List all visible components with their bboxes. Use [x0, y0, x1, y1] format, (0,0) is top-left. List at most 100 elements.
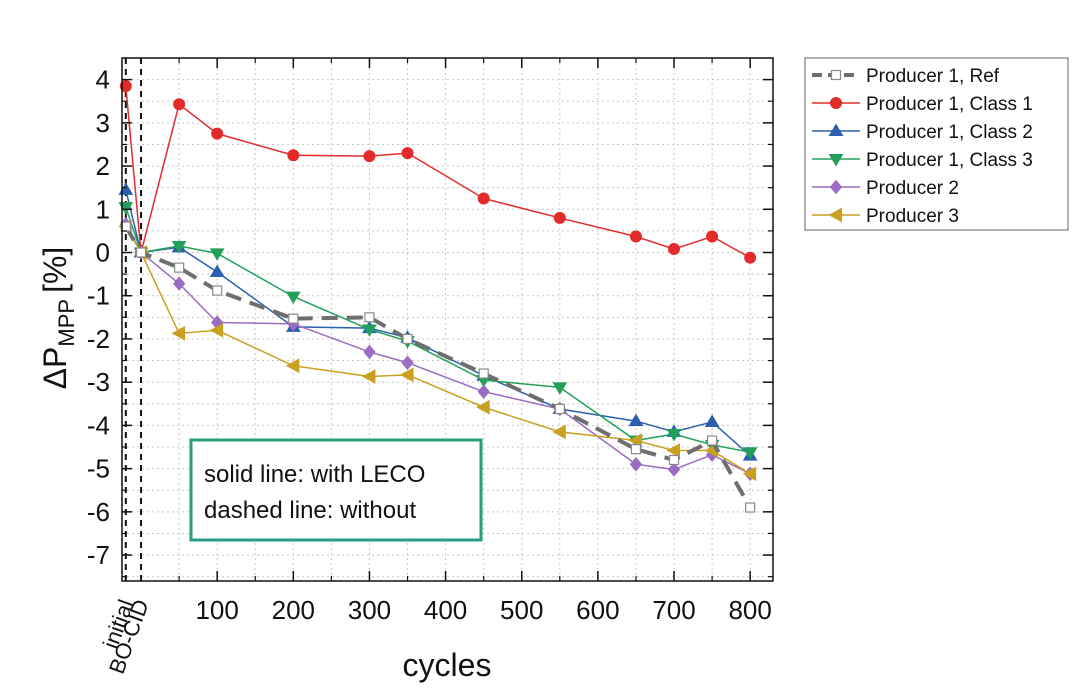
reference-lines: [124, 58, 143, 581]
data-point-producer-3: [552, 424, 566, 440]
data-point-producer-1-ref: [745, 502, 756, 513]
data-point-producer-1-class-1: [477, 192, 490, 205]
x-tick-label: 400: [424, 595, 467, 625]
data-point-producer-3: [476, 399, 490, 415]
legend-item-producer-1-class-3: Producer 1, Class 3: [812, 150, 1033, 171]
data-point-producer-3: [285, 358, 300, 374]
data-point-producer-3: [399, 367, 414, 383]
y-tick-label: 0: [96, 238, 110, 268]
data-point-producer-3: [361, 369, 376, 384]
data-point-producer-1-class-3: [171, 241, 187, 254]
data-point-producer-1-class-1: [173, 98, 186, 111]
data-point-producer-3: [171, 325, 186, 341]
x-tick-label: 500: [500, 595, 543, 625]
data-point-producer-1-class-3: [666, 429, 682, 442]
legend-marker-producer-2: [829, 179, 843, 195]
x-axis-title: cycles: [403, 647, 492, 683]
data-point-producer-1-ref: [478, 368, 489, 379]
annotation-frame: [189, 438, 483, 542]
data-point-producer-1-class-2: [628, 413, 644, 427]
x-tick-label: 200: [272, 595, 315, 625]
legend-item-producer-3: Producer 3: [812, 206, 959, 227]
ticks: 4 3 2 1 0 -1 -2 -3 -4 -5 -6 -7 100 200 300 400 500 600 700…: [87, 58, 773, 677]
data-point-producer-1-ref: [630, 444, 642, 455]
data-point-producer-1-ref: [174, 262, 185, 273]
data-point-producer-1-ref: [288, 313, 299, 324]
data-point-producer-3: [628, 433, 642, 448]
data-point-producer-1-class-1: [287, 149, 300, 162]
legend-label-producer-2: Producer 2: [866, 178, 959, 199]
series-producer-1-ref: [120, 221, 756, 513]
svg-text:ΔPMPP[%]: ΔPMPP [%]: [37, 247, 79, 390]
legend-marker-producer-1-class-1: [830, 97, 842, 109]
y-axis-title-unit: [%]: [37, 247, 73, 293]
data-point-producer-1-class-2: [704, 414, 720, 427]
data-point-producer-1-class-1: [401, 147, 414, 160]
legend: Producer 1, Ref Producer 1, Class 1 Produc…: [804, 57, 1069, 231]
data-point-producer-2: [629, 457, 643, 472]
data-point-producer-1-ref: [135, 247, 147, 258]
annotation-line-1: solid line: with LECO: [204, 461, 425, 488]
x-tick-label: 700: [652, 595, 695, 625]
data-point-producer-1-class-1: [706, 230, 719, 243]
data-point-producer-1-class-1: [211, 127, 224, 140]
y-tick-label: 1: [96, 194, 110, 224]
data-point-producer-3: [742, 466, 757, 482]
y-tick-label: -6: [87, 497, 110, 527]
y-tick-label: -7: [87, 540, 110, 570]
data-point-producer-1-class-3: [285, 291, 301, 305]
data-point-producer-1-class-1: [668, 243, 681, 256]
data-point-producer-1-class-1: [629, 230, 642, 243]
data-point-producer-1-class-1: [119, 80, 132, 93]
legend-marker-producer-1-class-2: [828, 123, 844, 136]
series-layer: [118, 80, 758, 513]
y-tick-label: 2: [96, 151, 110, 181]
data-point-producer-3: [666, 443, 681, 458]
data-point-producer-1-ref: [668, 454, 680, 466]
data-point-producer-2: [401, 355, 414, 370]
data-point-producer-1-class-1: [553, 211, 566, 224]
y-tick-label: -4: [87, 410, 110, 440]
legend-marker-producer-3: [828, 207, 842, 223]
y-tick-label: -2: [87, 324, 110, 354]
plot-border: [121, 57, 774, 582]
annotation-box: solid line: with LECO dashed line: witho…: [189, 438, 483, 542]
data-point-producer-1-ref: [364, 312, 375, 323]
data-point-producer-1-class-3: [742, 447, 758, 460]
data-point-producer-1-class-3: [552, 382, 568, 395]
data-point-producer-1-class-3: [209, 248, 225, 261]
legend-frame: [804, 57, 1069, 231]
data-point-producer-2: [172, 276, 186, 291]
series-line-producer-1-class-1: [125, 86, 751, 259]
data-point-producer-1-ref: [402, 333, 413, 345]
legend-marker-producer-1-class-3: [828, 154, 844, 167]
y-tick-label: -5: [87, 454, 110, 484]
y-tick-label: -1: [87, 281, 110, 311]
x-tick-label: 100: [195, 595, 238, 625]
y-tick-label: 3: [96, 108, 110, 138]
legend-label-producer-1-class-3: Producer 1, Class 3: [866, 150, 1033, 171]
data-point-producer-1-class-3: [362, 324, 377, 337]
plot-frame: [121, 57, 774, 582]
legend-label-producer-1-class-2: Producer 1, Class 2: [866, 122, 1033, 143]
series-producer-1-class-1: [119, 80, 757, 264]
legend-label-producer-1-ref: Producer 1, Ref: [866, 66, 1000, 87]
data-point-producer-2: [477, 384, 490, 399]
annotation-line-2: dashed line: without: [204, 497, 416, 524]
y-tick-label: 4: [96, 65, 110, 95]
data-point-producer-2: [363, 344, 376, 360]
legend-marker-producer-1-ref: [830, 69, 842, 81]
legend-item-producer-1-class-1: Producer 1, Class 1: [812, 94, 1033, 115]
legend-item-producer-2: Producer 2: [812, 178, 959, 199]
data-point-producer-1-ref: [212, 285, 223, 296]
data-point-producer-1-class-1: [744, 251, 757, 264]
x-tick-label: 800: [728, 595, 771, 625]
x-tick-label: 300: [348, 595, 391, 625]
y-axis-title-sub: MPP: [54, 299, 79, 347]
legend-item-producer-1-ref: Producer 1, Ref: [812, 66, 1000, 87]
legend-label-producer-3: Producer 3: [866, 206, 959, 227]
data-point-producer-2: [667, 462, 681, 477]
series-producer-3: [118, 219, 757, 482]
y-axis-title-main: ΔP: [37, 347, 73, 390]
